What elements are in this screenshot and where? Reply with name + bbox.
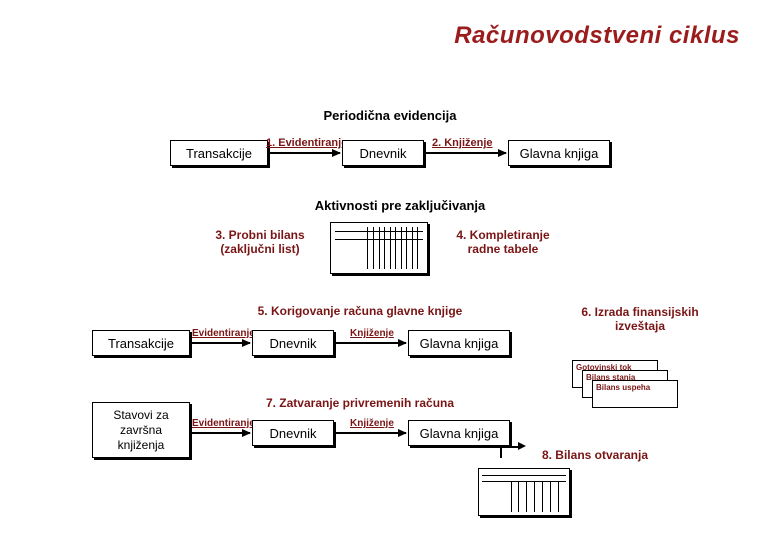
worksheet-icon (330, 222, 428, 274)
step4-label: 4. Kompletiranje radne tabele (438, 228, 568, 256)
box-dnevnik-3: Dnevnik (252, 420, 334, 446)
arrow-1b (424, 152, 506, 154)
knjiz-label-4: Knjiženje (350, 418, 394, 429)
report-3-label: Bilans uspeha (596, 383, 650, 392)
box-transakcije-1: Transakcije (170, 140, 268, 166)
evid-label-3: Evidentiranje (192, 328, 255, 339)
arrow-3b (334, 342, 406, 344)
box-glavna-1: Glavna knjiga (508, 140, 610, 166)
section1-heading: Periodična evidencija (290, 108, 490, 123)
box-transakcije-2-label: Transakcije (108, 336, 174, 351)
box-stavovi-label: Stavovi za završna knjiženja (113, 408, 168, 453)
report-3: Bilans uspeha (592, 380, 678, 408)
box-glavna-2-label: Glavna knjiga (420, 336, 499, 351)
box-glavna-3-label: Glavna knjiga (420, 426, 499, 441)
arrow-4c-head (518, 442, 526, 450)
box-glavna-1-label: Glavna knjiga (520, 146, 599, 161)
box-dnevnik-2: Dnevnik (252, 330, 334, 356)
box-transakcije-2: Transakcije (92, 330, 190, 356)
step2-label: 2. Knjiženje (432, 137, 493, 149)
section2-heading: Aktivnosti pre zaključivanja (290, 198, 510, 213)
box-transakcije-1-label: Transakcije (186, 146, 252, 161)
box-dnevnik-1: Dnevnik (342, 140, 424, 166)
box-stavovi: Stavovi za završna knjiženja (92, 402, 190, 458)
evid-label-4: Evidentiranje (192, 418, 255, 429)
section3-heading: 5. Korigovanje računa glavne knjige (230, 304, 490, 318)
arrow-1a (268, 152, 340, 154)
report-stack: Gotovinski tok Bilans stanja Bilans uspe… (572, 360, 692, 420)
box-glavna-2: Glavna knjiga (408, 330, 510, 356)
diagram-canvas: { "title": { "text": "Računovodstveni ci… (0, 0, 780, 540)
box-glavna-3: Glavna knjiga (408, 420, 510, 446)
arrow-4c (500, 446, 520, 448)
box-dnevnik-3-label: Dnevnik (270, 426, 317, 441)
page-title: Računovodstveni ciklus (454, 22, 740, 50)
step3-label: 3. Probni bilans (zaključni list) (200, 228, 320, 256)
box-dnevnik-2-label: Dnevnik (270, 336, 317, 351)
arrow-4b (334, 432, 406, 434)
box-dnevnik-1-label: Dnevnik (360, 146, 407, 161)
step6-label: 6. Izrada finansijskih izveštaja (560, 305, 720, 333)
arrow-4a (190, 432, 250, 434)
step1-label: 1. Evidentiranje (266, 137, 347, 149)
small-worksheet-icon (478, 468, 570, 516)
section4-heading: 7. Zatvaranje privremenih računa (230, 396, 490, 410)
step8-label: 8. Bilans otvaranja (520, 448, 670, 462)
arrow-4c-vert (500, 446, 502, 458)
knjiz-label-3: Knjiženje (350, 328, 394, 339)
arrow-3a (190, 342, 250, 344)
